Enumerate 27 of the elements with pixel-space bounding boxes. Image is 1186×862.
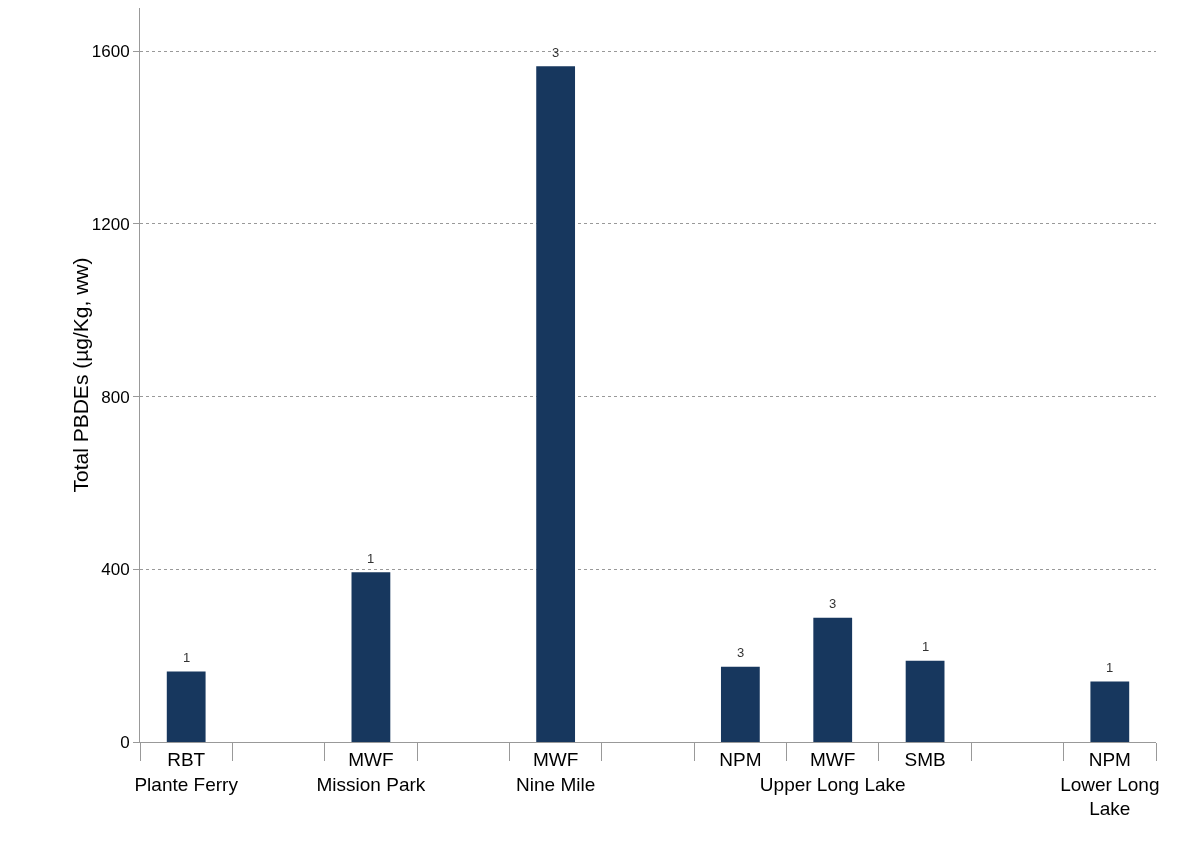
bar: [536, 66, 576, 742]
bar: [720, 666, 760, 742]
y-tick-label: 1600: [91, 42, 130, 62]
y-axis-title: Total PBDEs (µg/Kg, ww): [69, 257, 92, 493]
x-tick-label: RBT Plante Ferry: [134, 748, 239, 795]
annotation: 1: [367, 551, 375, 566]
bar: [166, 671, 206, 742]
y-tick-label: 400: [101, 560, 130, 580]
y-tick-label: 0: [120, 732, 130, 752]
x-tick-label: MWF Nine Mile: [516, 748, 596, 795]
y-tick-label: 1200: [91, 214, 130, 234]
x-tick-label: NPM: [719, 748, 762, 770]
annotation: 3: [829, 596, 837, 611]
y-tick-label: 800: [101, 387, 130, 407]
annotation: 1: [183, 650, 191, 665]
annotation: 3: [737, 645, 745, 660]
annotation: 1: [1106, 660, 1114, 675]
x-tick-label: NPM Lower Long Lake: [1060, 748, 1160, 820]
annotation: 1: [922, 639, 930, 654]
x-tick-label: MWF Mission Park: [316, 748, 426, 795]
x-tick-label: MWF Upper Long Lake: [759, 748, 906, 795]
bar: [1090, 681, 1130, 742]
bar: [813, 617, 853, 742]
bar: [905, 660, 945, 742]
x-tick-label: SMB: [904, 748, 946, 770]
annotation: 3: [552, 45, 560, 60]
bar: [351, 572, 391, 742]
